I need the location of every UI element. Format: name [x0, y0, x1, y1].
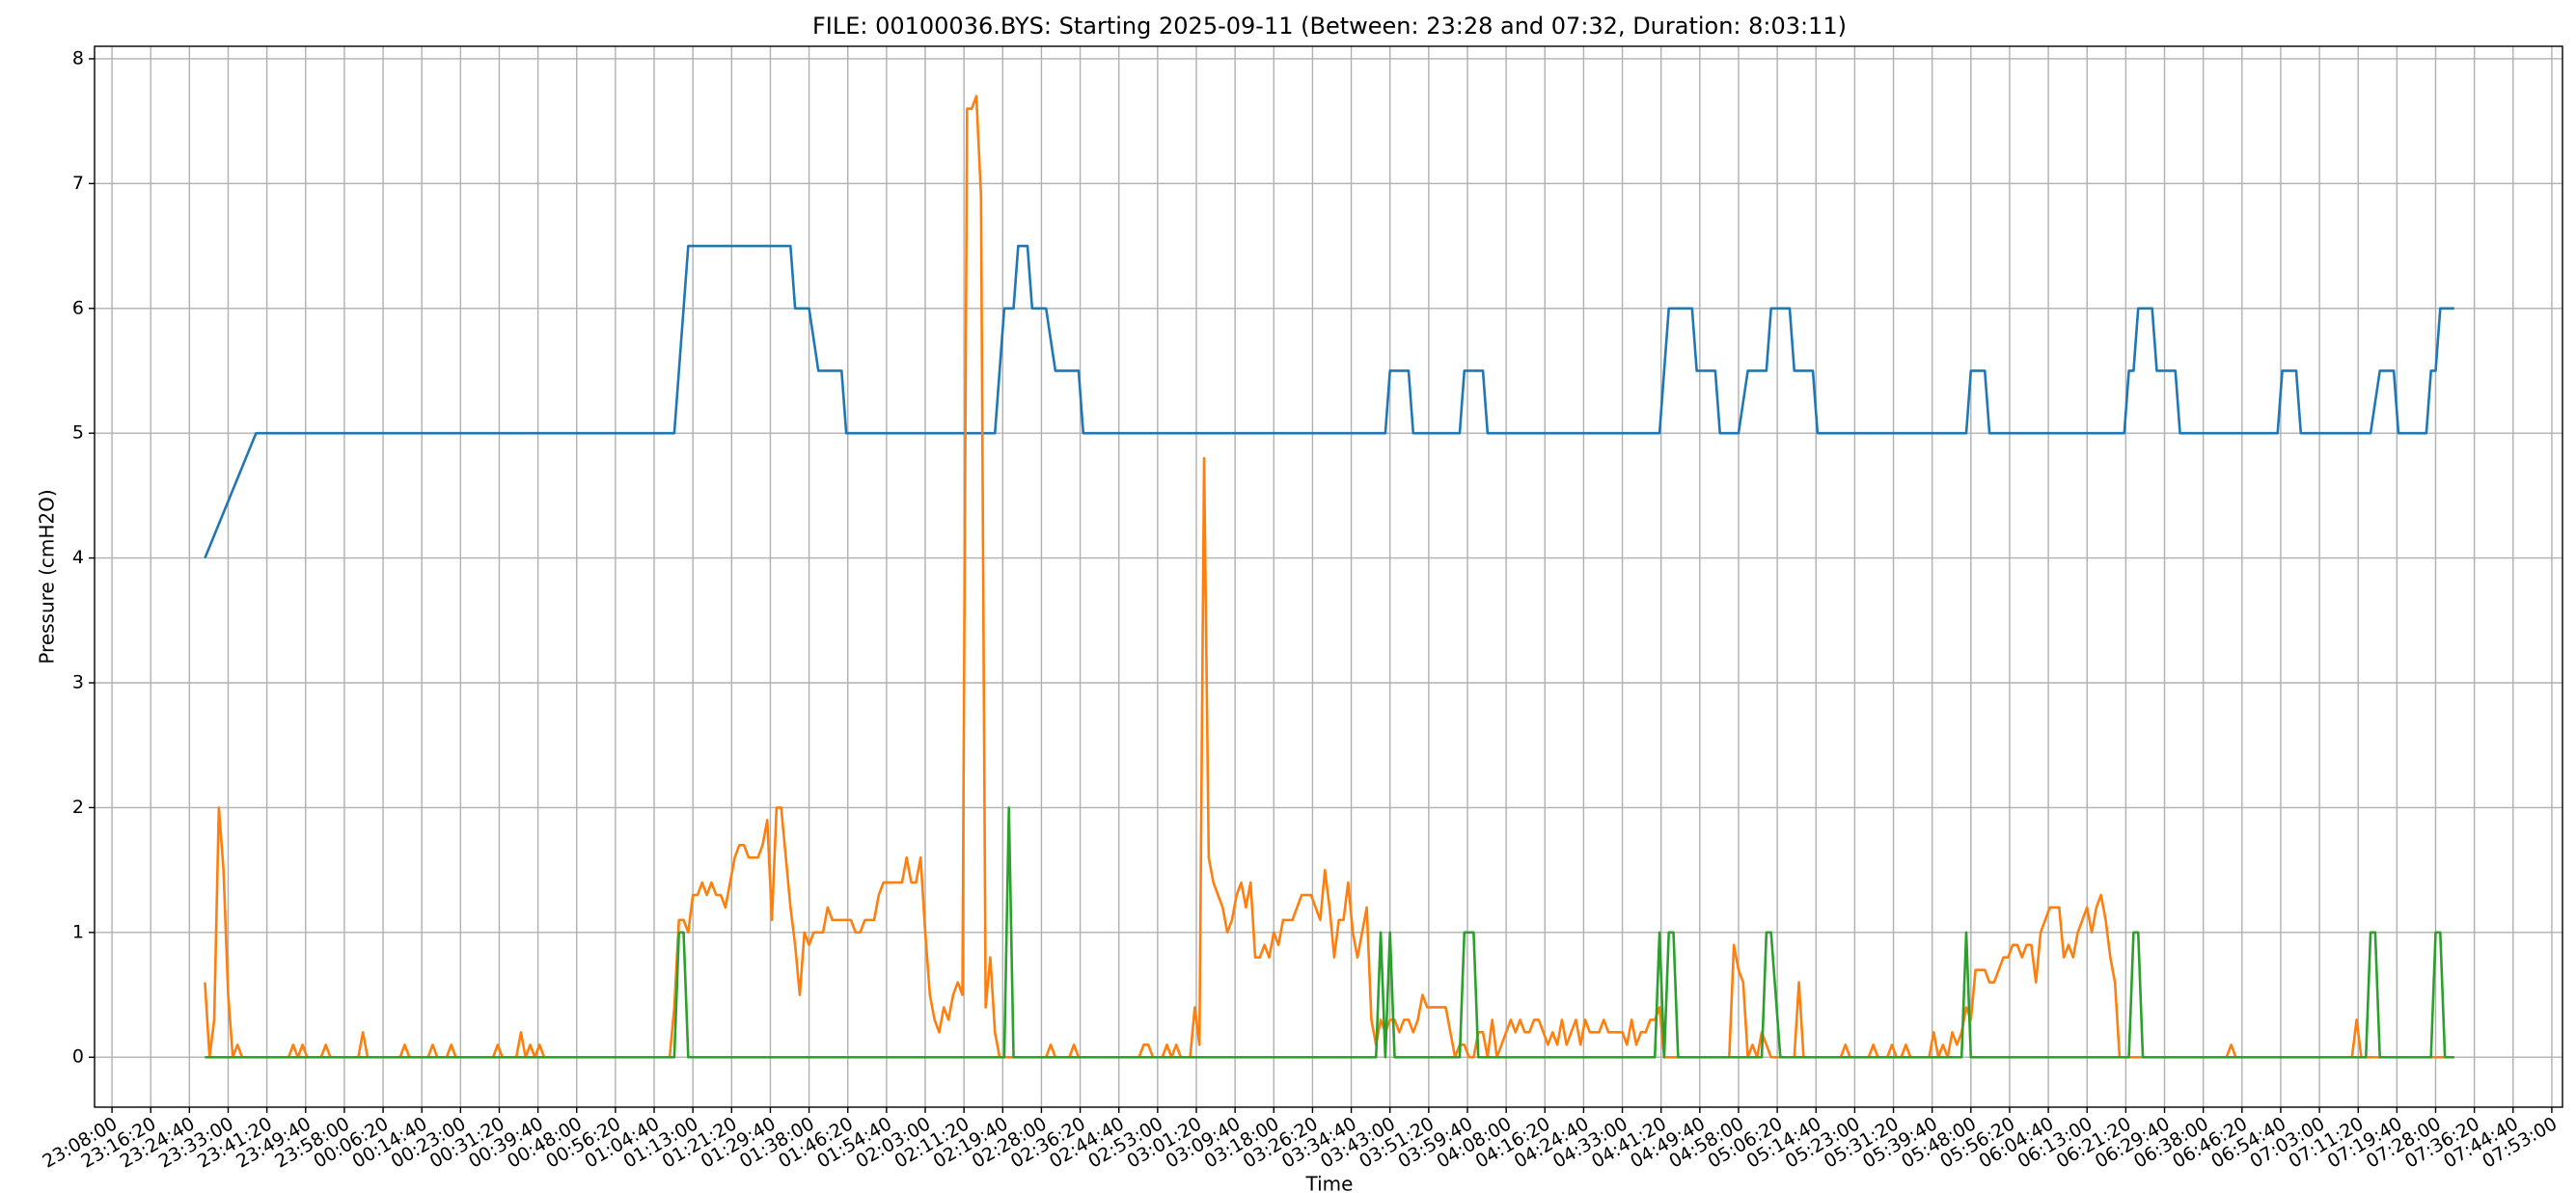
y-tick-label: 1	[72, 921, 84, 942]
y-tick-label: 0	[72, 1046, 84, 1068]
y-tick-label: 6	[72, 297, 84, 318]
plot-frame	[94, 45, 2563, 1108]
grid	[95, 46, 2562, 1107]
y-tick-label: 8	[72, 47, 84, 68]
y-axis-label: Pressure (cmH2O)	[36, 489, 59, 664]
y-tick-label: 2	[72, 797, 84, 818]
y-tick-label: 5	[72, 422, 84, 444]
series-line	[205, 806, 2454, 1059]
series-line	[204, 95, 2454, 1059]
series-line	[204, 244, 2454, 559]
x-axis-label: Time	[1305, 1173, 1354, 1193]
y-tick-label: 4	[72, 547, 84, 568]
chart-title: FILE: 00100036.BYS: Starting 2025-09-11 …	[812, 13, 1847, 40]
y-tick-label: 7	[72, 173, 84, 194]
y-tick-label: 3	[72, 672, 84, 693]
